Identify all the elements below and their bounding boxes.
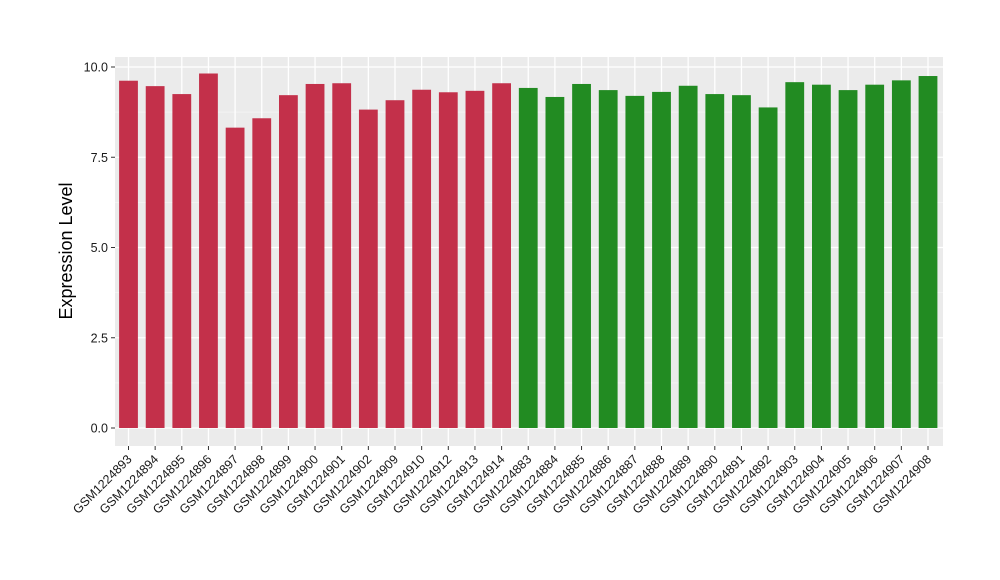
bar xyxy=(572,83,591,428)
bar xyxy=(758,107,778,428)
y-tick-label: 7.5 xyxy=(91,151,108,165)
bar xyxy=(172,94,192,428)
bar xyxy=(279,95,298,429)
y-tick-label: 10.0 xyxy=(84,61,108,75)
bar xyxy=(678,85,698,428)
bar xyxy=(199,73,218,429)
bar xyxy=(545,96,565,428)
bar xyxy=(652,91,671,428)
bar xyxy=(225,127,245,428)
bar xyxy=(785,82,805,429)
bar xyxy=(358,109,378,429)
x-axis: GSM1224893GSM1224894GSM1224895GSM1224896… xyxy=(70,446,934,517)
y-tick-label: 0.0 xyxy=(91,422,108,436)
bar xyxy=(465,90,485,429)
bar xyxy=(518,87,538,429)
bars xyxy=(119,73,938,429)
bar xyxy=(385,100,405,428)
bar xyxy=(865,84,885,429)
bar xyxy=(305,83,325,428)
bar xyxy=(598,90,618,428)
bar xyxy=(252,118,272,429)
bar xyxy=(812,84,831,429)
bar xyxy=(918,76,938,429)
bar xyxy=(438,92,458,429)
y-axis-title: Expression Level xyxy=(56,182,76,319)
bar xyxy=(412,89,432,429)
bar xyxy=(891,80,911,429)
bar xyxy=(705,94,725,428)
y-axis: 0.0 2.5 5.0 7.5 10.0 xyxy=(84,61,115,436)
bar xyxy=(145,86,165,429)
bar xyxy=(332,83,352,429)
y-tick-label: 5.0 xyxy=(91,241,108,255)
bar xyxy=(625,95,645,428)
y-tick-label: 2.5 xyxy=(91,331,108,345)
bar xyxy=(492,83,511,429)
bar xyxy=(838,90,858,428)
bar xyxy=(119,80,138,428)
bar xyxy=(732,95,751,429)
